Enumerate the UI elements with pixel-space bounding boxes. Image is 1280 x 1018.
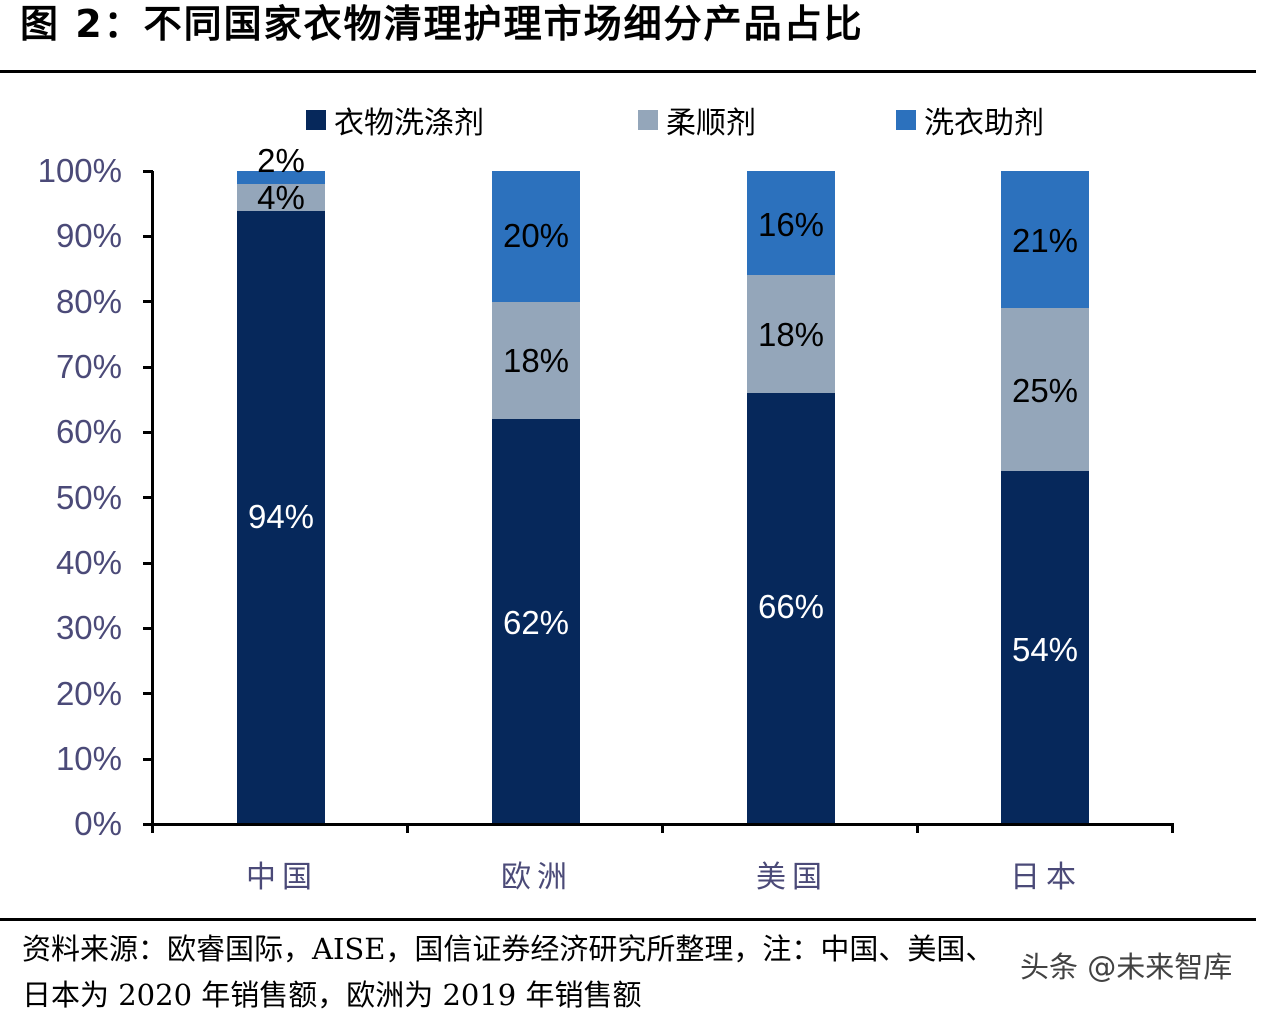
source-note: 资料来源：欧睿国际，AISE，国信证券经济研究所整理，注：中国、美国、 日本为 … <box>22 926 994 1018</box>
x-tick-mark <box>1171 823 1174 833</box>
y-tick-mark <box>143 235 153 238</box>
y-tick-label: 10% <box>55 740 122 777</box>
y-tick-mark <box>143 562 153 565</box>
top-divider <box>0 70 1256 73</box>
bar-segment-softener: 18% <box>747 275 835 393</box>
bar-usa: 66% 18% 16% <box>747 171 835 824</box>
y-tick-mark <box>143 431 153 434</box>
y-tick-label: 90% <box>55 217 122 254</box>
legend-label: 衣物洗涤剂 <box>334 106 484 141</box>
bar-segment-detergent: 62% <box>492 419 580 824</box>
bar-segment-detergent: 54% <box>1001 471 1089 824</box>
x-tick-mark <box>661 823 664 833</box>
legend-label: 洗衣助剂 <box>924 106 1044 141</box>
y-tick-mark <box>143 300 153 303</box>
data-label: 16% <box>757 206 825 243</box>
y-tick-mark <box>143 627 153 630</box>
bar-segment-laundry-aid: 16% <box>747 171 835 275</box>
y-tick-label: 70% <box>55 348 122 385</box>
bar-segment-laundry-aid <box>237 171 325 184</box>
bar-segment-softener: 18% <box>492 302 580 419</box>
x-category-label: 欧洲 <box>501 860 573 895</box>
y-tick-label: 80% <box>55 283 122 320</box>
x-tick-mark <box>406 823 409 833</box>
y-tick-mark <box>143 823 153 826</box>
legend-item-laundry-aid: 洗衣助剂 <box>896 98 1044 142</box>
legend-item-detergent: 衣物洗涤剂 <box>306 98 484 142</box>
data-label: 2% <box>257 142 305 179</box>
y-tick-label: 40% <box>55 544 122 581</box>
bar-segment-softener <box>237 184 325 211</box>
bar-segment-softener: 25% <box>1001 308 1089 471</box>
y-tick-mark <box>143 170 153 173</box>
bar-segment-laundry-aid: 20% <box>492 171 580 302</box>
legend-swatch-softener <box>638 110 658 130</box>
bar-segment-detergent: 66% <box>747 393 835 824</box>
x-tick-mark <box>916 823 919 833</box>
data-label: 20% <box>502 217 570 254</box>
y-tick-mark <box>143 692 153 695</box>
bar-europe: 62% 18% 20% <box>492 171 580 824</box>
data-label: 94% <box>247 498 315 535</box>
legend-swatch-laundry-aid <box>896 110 916 130</box>
bar-segment-detergent: 94% <box>237 211 325 824</box>
y-tick-label: 20% <box>55 675 122 712</box>
y-tick-label: 50% <box>55 479 122 516</box>
legend-item-softener: 柔顺剂 <box>638 98 756 142</box>
y-tick-label: 0% <box>74 805 122 842</box>
y-tick-mark <box>143 758 153 761</box>
data-label: 18% <box>757 316 825 353</box>
y-tick-label: 30% <box>55 609 122 646</box>
y-tick-label: 60% <box>55 413 122 450</box>
source-line-1: 资料来源：欧睿国际，AISE，国信证券经济研究所整理，注：中国、美国、 <box>22 932 995 966</box>
data-label: 18% <box>502 342 570 379</box>
bottom-divider <box>0 918 1256 921</box>
data-label: 66% <box>757 588 825 625</box>
x-tick-mark <box>151 823 154 833</box>
source-line-2: 日本为 2020 年销售额，欧洲为 2019 年销售额 <box>22 978 642 1012</box>
data-label: 54% <box>1011 631 1079 668</box>
data-label: 21% <box>1011 222 1079 259</box>
x-category-label: 日本 <box>1010 860 1082 895</box>
y-tick-label: 100% <box>37 152 122 189</box>
legend-label: 柔顺剂 <box>666 106 756 141</box>
bar-segment-laundry-aid: 21% <box>1001 171 1089 308</box>
y-tick-mark <box>143 366 153 369</box>
watermark: 头条 @未来智库 <box>1020 950 1233 984</box>
bar-japan: 54% 25% 21% <box>1001 171 1089 824</box>
bar-china: 94% 2% 4% <box>237 143 325 824</box>
figure-title: 图 2：不同国家衣物清理护理市场细分产品占比 <box>20 2 864 46</box>
data-label: 62% <box>502 604 570 641</box>
legend-swatch-detergent <box>306 110 326 130</box>
y-tick-mark <box>143 496 153 499</box>
data-label: 4% <box>257 179 305 216</box>
data-label: 25% <box>1011 372 1079 409</box>
x-category-label: 中国 <box>246 860 318 895</box>
x-category-label: 美国 <box>756 860 828 895</box>
